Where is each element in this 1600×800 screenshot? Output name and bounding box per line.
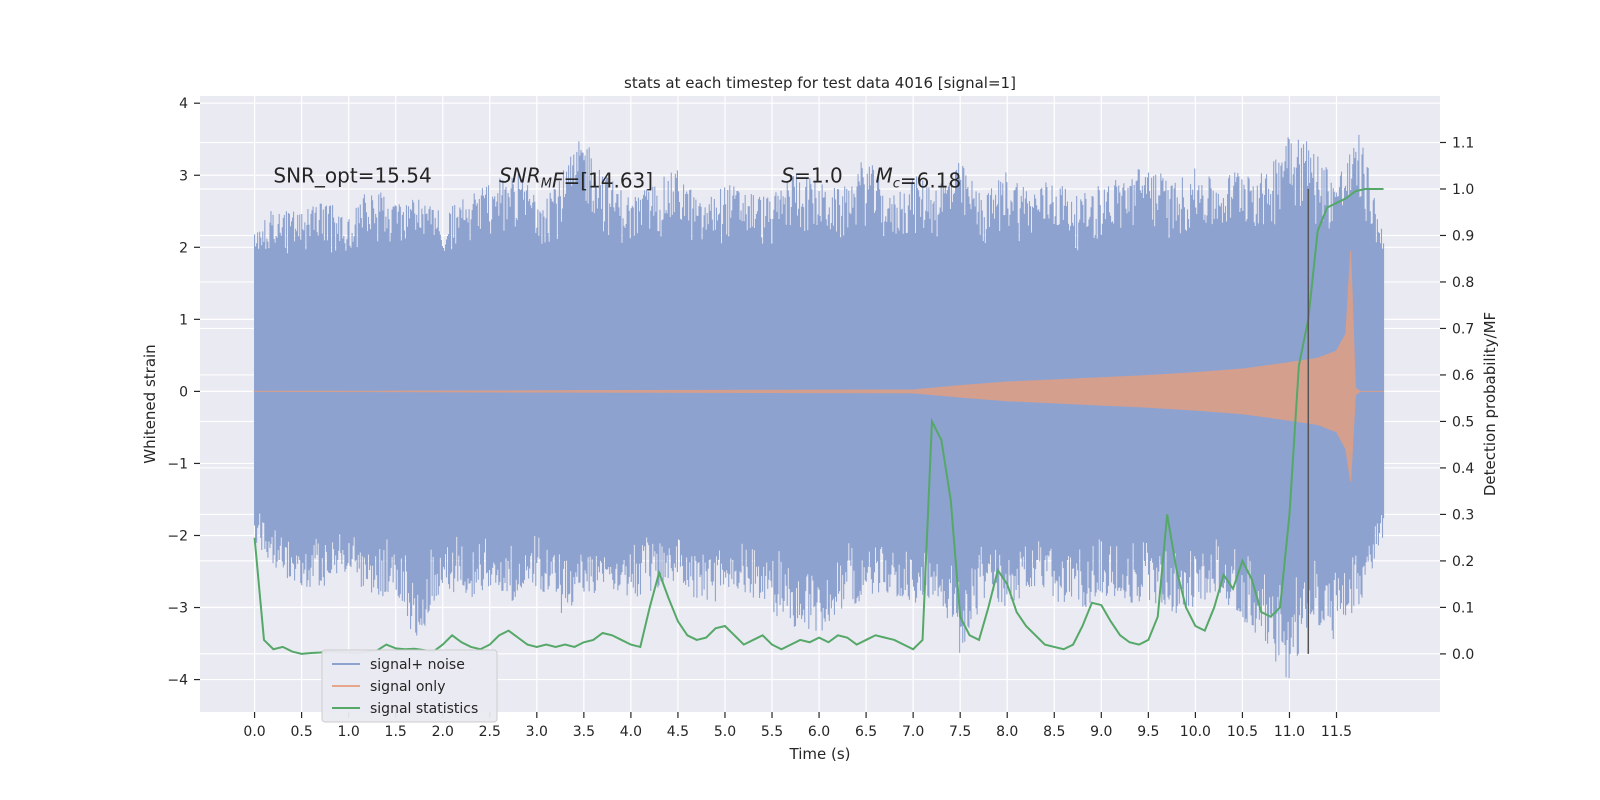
- legend-label: signal statistics: [370, 701, 478, 717]
- x-tick-label: 4.0: [620, 724, 642, 740]
- x-tick-label: 5.0: [714, 724, 736, 740]
- legend: signal+ noise signal only signal statistic…: [321, 649, 498, 723]
- y-tick-label: 4: [179, 96, 188, 112]
- annotation-text: Mc=6.18: [876, 163, 962, 192]
- x-tick-label: 11.0: [1274, 724, 1305, 740]
- y2-tick-label: 0.6: [1452, 368, 1474, 384]
- x-tick-label: 5.5: [761, 724, 783, 740]
- series-signal-only: [253, 250, 1384, 482]
- x-tick-label: 3.5: [573, 724, 595, 740]
- annotation-part: c: [893, 176, 900, 191]
- x-tick-label: 8.5: [1043, 724, 1065, 740]
- x-tick-label: 10.5: [1227, 724, 1258, 740]
- annotation-part: M: [876, 163, 893, 187]
- y2-tick-label: 0.9: [1452, 228, 1474, 244]
- annotation-part: F: [552, 168, 564, 192]
- y2-tick-label: 0.0: [1452, 647, 1474, 663]
- y2-tick-label: 1.1: [1452, 135, 1474, 151]
- y2-tick-label: 0.2: [1452, 554, 1474, 570]
- x-tick-label: 3.0: [526, 724, 548, 740]
- x-tick-label: 4.5: [667, 724, 689, 740]
- chart-title: stats at each timestep for test data 401…: [624, 74, 1016, 92]
- y2-tick-label: 1.0: [1452, 182, 1474, 198]
- y-tick-label: −3: [167, 601, 188, 617]
- x-tick-label: 10.0: [1180, 724, 1211, 740]
- x-axis-title: Time (s): [789, 745, 851, 763]
- y-tick-label: 3: [179, 168, 188, 184]
- x-tick-label: 2.0: [432, 724, 454, 740]
- series-layer: [253, 134, 1385, 679]
- y2-tick-label: 0.8: [1452, 275, 1474, 291]
- y-tick-label: −2: [167, 528, 188, 544]
- x-tick-label: 7.5: [949, 724, 971, 740]
- y-axis-left: −4 −3 −2 −1 0 1 2 3 4: [167, 96, 200, 689]
- y2-tick-label: 0.1: [1452, 600, 1474, 616]
- x-tick-label: 2.5: [479, 724, 501, 740]
- annotation-part: S: [781, 163, 794, 187]
- y-tick-label: −4: [167, 673, 188, 689]
- x-tick-label: 6.0: [808, 724, 830, 740]
- y-tick-label: −1: [167, 456, 188, 472]
- x-tick-label: 6.5: [855, 724, 877, 740]
- y2-tick-label: 0.4: [1452, 461, 1474, 477]
- y-tick-label: 0: [179, 384, 188, 400]
- annotation-part: M: [541, 176, 552, 191]
- x-tick-label: 0.5: [290, 724, 312, 740]
- x-axis: 0.0 0.5 1.0 1.5 2.0 2.5 3.0 3.5 4.0 4.5 5.0 5.5 6.0 6…: [243, 712, 1352, 740]
- series-signal-statistics: [253, 187, 1384, 655]
- y2-tick-label: 0.7: [1452, 321, 1474, 337]
- annotation-text: SNRMF=[14.63]: [499, 163, 653, 192]
- annotation-text: S=1.0: [781, 163, 842, 187]
- y-tick-label: 2: [179, 240, 188, 256]
- y-axis-right: 0.0 0.1 0.2 0.3 0.4 0.5 0.6 0.7 0.8 0.9 1.0 1.1: [1440, 135, 1474, 663]
- x-tick-label: 0.0: [243, 724, 265, 740]
- annotation-text: SNR_opt=15.54: [273, 163, 431, 187]
- annotation-part: SNR_opt=15.54: [273, 163, 431, 187]
- annotation-part: SNR: [499, 163, 541, 187]
- x-tick-label: 8.0: [996, 724, 1018, 740]
- annotation-layer: SNR_opt=15.54 SNRMF=[14.63] S=1.0 Mc=6.18: [273, 163, 961, 192]
- x-tick-label: 1.0: [338, 724, 360, 740]
- y2-axis-title: Detection probability/MF: [1481, 312, 1499, 496]
- x-tick-label: 9.0: [1090, 724, 1112, 740]
- x-tick-label: 1.5: [385, 724, 407, 740]
- annotation-part: =[14.63]: [563, 168, 653, 192]
- x-tick-label: 9.5: [1137, 724, 1159, 740]
- y-tick-label: 1: [179, 312, 188, 328]
- y2-tick-label: 0.3: [1452, 507, 1474, 523]
- annotation-part: =6.18: [900, 168, 961, 192]
- y2-tick-label: 0.5: [1452, 414, 1474, 430]
- annotation-part: =1.0: [794, 163, 843, 187]
- legend-label: signal+ noise: [370, 657, 465, 673]
- y-axis-title: Whitened strain: [141, 344, 159, 463]
- legend-label: signal only: [370, 679, 445, 695]
- x-tick-label: 7.0: [902, 724, 924, 740]
- legend-box: [321, 649, 498, 723]
- x-tick-label: 11.5: [1321, 724, 1352, 740]
